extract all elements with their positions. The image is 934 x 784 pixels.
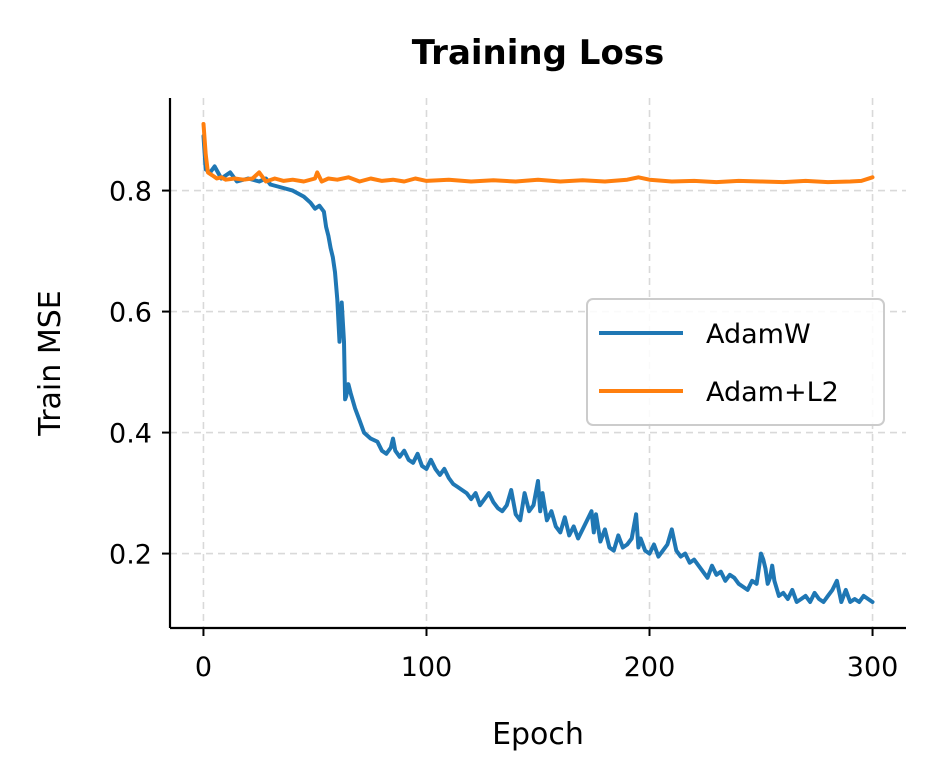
y-tick-label-1: 0.4 (109, 419, 152, 450)
x-tick-label-1: 100 (401, 652, 453, 683)
legend-label-adam-l2: Adam+L2 (706, 377, 839, 408)
y-tick-label-2: 0.6 (109, 298, 152, 329)
legend-box (586, 298, 885, 426)
legend-label-adamw: AdamW (706, 319, 811, 350)
ticks: 0 100 200 300 0.2 0.4 0.6 0.8 (109, 177, 898, 683)
series-line-adam-l2 (201, 122, 875, 185)
legend: AdamW Adam+L2 (586, 298, 885, 426)
series-line-adamw (201, 134, 875, 604)
x-tick-label-2: 200 (624, 652, 676, 683)
y-axis-label: Train MSE (33, 290, 68, 436)
x-tick-label-3: 300 (847, 652, 899, 683)
series-layer (201, 122, 875, 604)
chart-title: Training Loss (412, 33, 665, 73)
x-axis-label: Epoch (492, 717, 584, 752)
y-tick-label-3: 0.8 (109, 177, 152, 208)
y-tick-label-0: 0.2 (109, 540, 152, 571)
x-tick-label-0: 0 (195, 652, 212, 683)
